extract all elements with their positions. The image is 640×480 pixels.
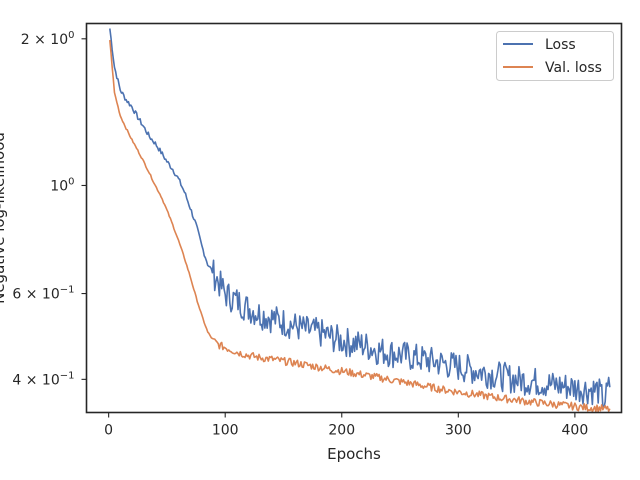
y-tick-label: 100 [50, 176, 74, 194]
plot-lines [109, 28, 611, 413]
y-tick-label: 2 × 100 [21, 30, 75, 48]
x-tick-label: 300 [445, 423, 472, 439]
y-tick-label: 6 × 10−1 [12, 285, 74, 303]
y-tick-label: 4 × 10−1 [12, 370, 74, 388]
x-tick-label: 100 [212, 423, 239, 439]
x-axis-label: Epochs [327, 445, 381, 463]
x-tick-label: 0 [104, 423, 113, 439]
legend-label-loss: Loss [545, 37, 576, 53]
series-line-loss [109, 28, 611, 409]
x-tick-label: 400 [562, 423, 589, 439]
legend: Loss Val. loss [496, 31, 614, 81]
plot-frame [85, 22, 623, 414]
x-axis: 0 100 200 300 400 [104, 412, 589, 439]
y-axis: 2 × 100 100 6 × 10−1 4 × 10−1 [12, 30, 87, 388]
series-line-val-loss [109, 39, 611, 413]
x-tick-label: 200 [328, 423, 355, 439]
legend-label-val-loss: Val. loss [545, 60, 602, 76]
y-axis-label: Negative log-likelihood [0, 132, 8, 304]
